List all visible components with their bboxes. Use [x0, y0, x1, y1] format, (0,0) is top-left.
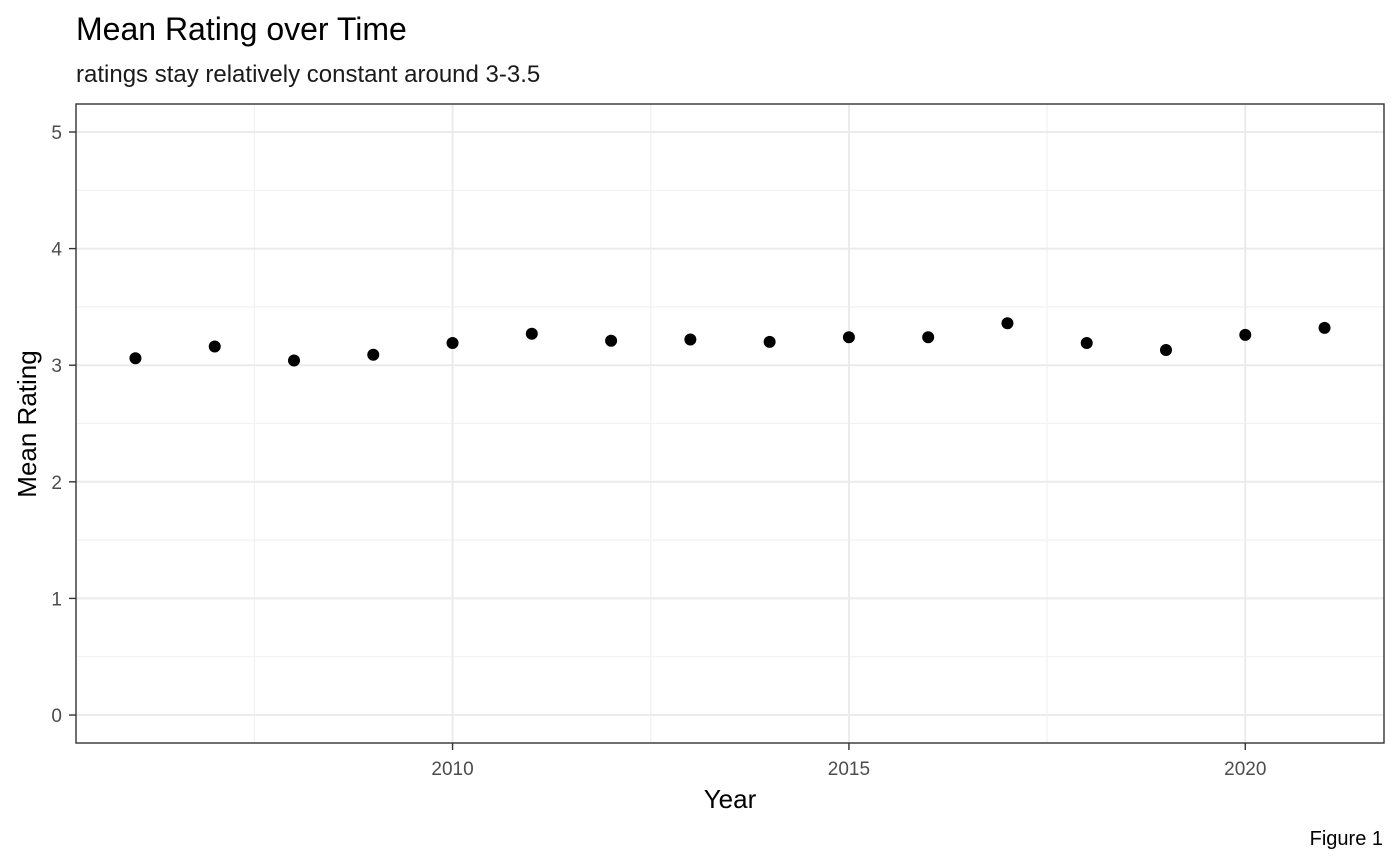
data-point — [129, 352, 142, 365]
data-point — [684, 333, 697, 346]
y-tick-label: 3 — [51, 356, 62, 377]
data-point — [1080, 337, 1093, 350]
data-point — [1318, 321, 1331, 334]
y-tick-label: 1 — [51, 589, 62, 610]
y-tick-label: 2 — [51, 473, 62, 494]
plot-panel-border — [75, 103, 1385, 744]
data-point — [1160, 344, 1172, 357]
minor-gridlines — [76, 104, 1384, 743]
x-axis-title: Year — [704, 784, 757, 814]
y-axis-title: Mean Rating — [12, 350, 42, 497]
data-point — [1001, 317, 1014, 330]
chart-title: Mean Rating over Time — [76, 11, 407, 47]
data-point — [367, 348, 380, 361]
data-points — [129, 317, 1331, 367]
x-tick-label: 2010 — [431, 759, 473, 780]
y-tick-label: 0 — [51, 706, 62, 727]
y-tick-label: 5 — [51, 123, 62, 144]
data-point — [842, 331, 855, 344]
data-point — [763, 335, 776, 348]
data-point — [1239, 328, 1252, 341]
data-point — [605, 334, 618, 347]
chart-subtitle: ratings stay relatively constant around … — [76, 61, 540, 88]
data-point — [525, 327, 538, 340]
axis-tick-labels: 2010 2015 2020 0 1 2 3 4 5 — [51, 123, 1266, 780]
major-gridlines — [76, 104, 1384, 743]
y-tick-label: 4 — [51, 240, 62, 261]
data-point — [446, 337, 459, 350]
x-tick-label: 2020 — [1224, 759, 1266, 780]
data-point — [922, 331, 935, 344]
data-point — [288, 354, 300, 367]
data-point — [208, 340, 221, 353]
x-tick-label: 2015 — [828, 759, 870, 780]
axis-ticks — [69, 131, 1246, 750]
figure-caption: Figure 1 — [1310, 828, 1383, 850]
